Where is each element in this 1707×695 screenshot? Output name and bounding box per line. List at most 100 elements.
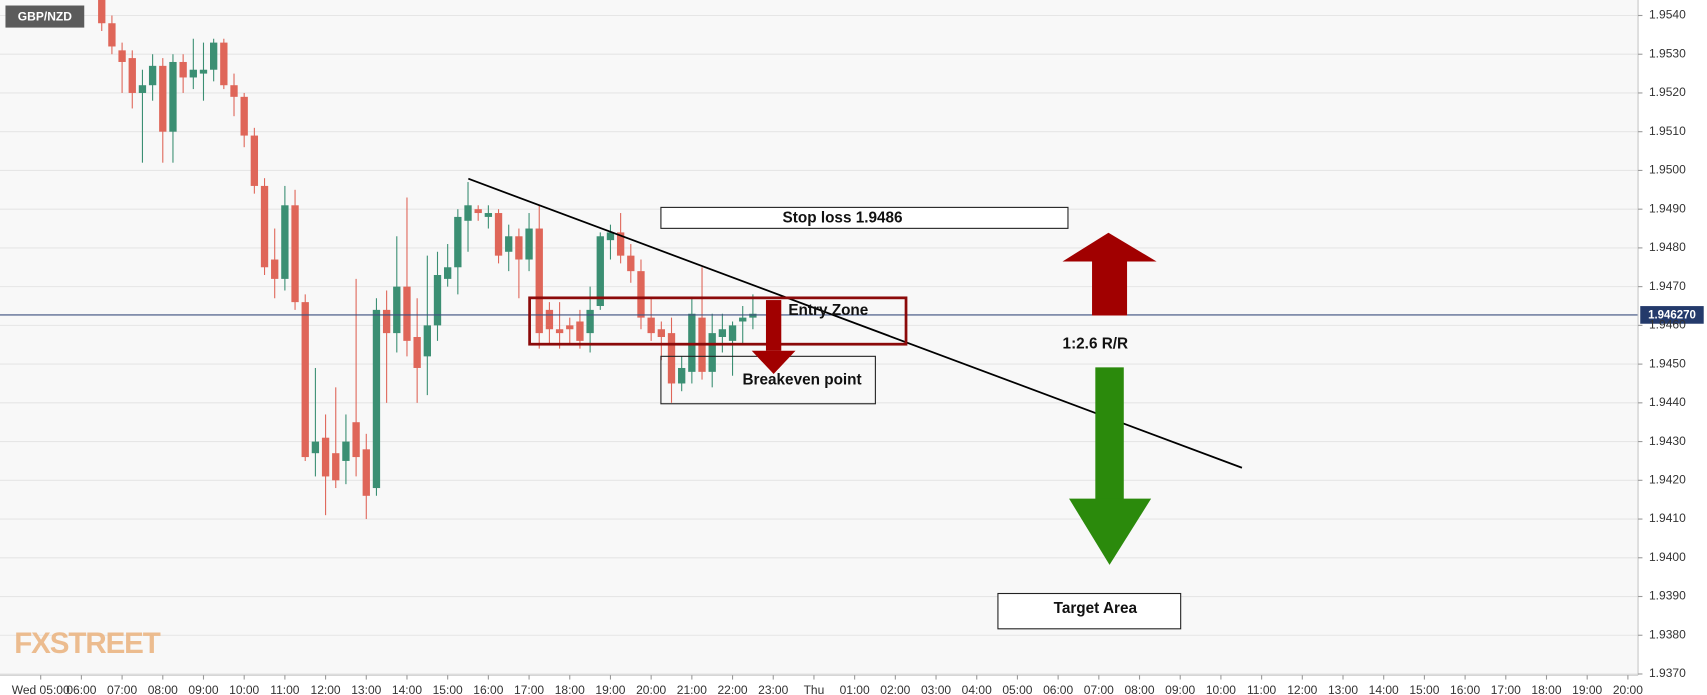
candle-body	[311, 441, 320, 454]
x-tick-label: Thu	[804, 683, 825, 695]
candle-body	[291, 205, 299, 303]
x-tick-label: 07:00	[107, 683, 137, 695]
current-price: 1.946270	[0, 306, 1704, 324]
candle-body	[535, 228, 543, 334]
candle-body	[281, 205, 289, 279]
y-tick-label: 1.9460	[1649, 318, 1686, 332]
candle-body	[718, 329, 727, 337]
y-tick-label: 1.9540	[1649, 8, 1686, 22]
candle-body	[515, 236, 523, 260]
y-tick-label: 1.9450	[1649, 356, 1686, 370]
candle-body	[708, 333, 716, 372]
x-tick-label: 21:00	[677, 683, 707, 695]
candle-body	[616, 232, 625, 256]
arrow-head	[1062, 232, 1157, 262]
stop-loss-label: Stop loss 1.9486	[783, 209, 903, 226]
x-tick-label: 15:00	[433, 683, 463, 695]
y-tick-label: 1.9410	[1649, 511, 1686, 525]
candle-body	[403, 286, 411, 341]
y-tick-label: 1.9370	[1649, 666, 1686, 680]
y-tick-label: 1.9520	[1649, 85, 1686, 99]
candle-body	[382, 309, 391, 334]
candle-body	[230, 85, 238, 97]
candle-body	[332, 453, 340, 481]
x-tick-label: 09:00	[1165, 683, 1195, 695]
candle-body	[749, 313, 757, 318]
x-tick-label: 07:00	[1084, 683, 1114, 695]
candle-body	[209, 42, 218, 70]
x-tick-label: 01:00	[840, 683, 870, 695]
candle-body	[525, 228, 533, 260]
y-tick-label: 1.9530	[1649, 46, 1686, 60]
x-tick-label: 20:00	[1613, 683, 1643, 695]
y-tick-label: 1.9500	[1649, 163, 1686, 177]
x-tick-label: 15:00	[1409, 683, 1439, 695]
arrow-shaft	[1095, 367, 1124, 500]
candle-body	[494, 213, 503, 256]
risk-arrow	[1062, 232, 1157, 316]
candle-body	[352, 422, 360, 458]
candle-body	[148, 65, 157, 86]
candle-body	[362, 449, 370, 496]
candle-body	[596, 236, 604, 307]
candle-body	[657, 329, 665, 337]
x-tick-label: 18:00	[555, 683, 585, 695]
candle-body	[240, 96, 248, 136]
candle-body	[260, 185, 269, 268]
candle-body	[688, 313, 696, 372]
x-tick-label: 16:00	[473, 683, 503, 695]
y-tick-label: 1.9490	[1649, 201, 1686, 215]
candle-body	[566, 325, 574, 330]
entry-zone-box	[528, 296, 908, 346]
candle-body	[159, 65, 167, 132]
candle-body	[637, 271, 645, 318]
candle-body	[118, 50, 126, 62]
x-tick-label: 13:00	[1328, 683, 1358, 695]
x-tick-label: Wed 05:00	[12, 683, 70, 695]
candle-body	[179, 61, 187, 78]
candle-body	[545, 309, 554, 330]
candle-body	[433, 275, 442, 326]
y-tick-label: 1.9420	[1649, 472, 1686, 486]
candle-body	[606, 232, 615, 241]
x-tick-label: 08:00	[1124, 683, 1154, 695]
x-tick-label: 16:00	[1450, 683, 1480, 695]
candle-body	[454, 216, 462, 268]
x-tick-label: 05:00	[1002, 683, 1032, 695]
x-tick-label: 11:00	[1247, 683, 1276, 695]
x-tick-label: 22:00	[717, 683, 747, 695]
arrow-head	[751, 350, 796, 374]
x-tick-label: 06:00	[1043, 683, 1073, 695]
candle-body	[484, 213, 493, 217]
arrow-head	[1069, 498, 1152, 565]
x-tick-label: 10:00	[1206, 683, 1236, 695]
reward-arrow	[1069, 367, 1152, 565]
candle-body	[169, 61, 177, 132]
breakeven-label: Breakeven point	[743, 372, 862, 389]
current-price-badge	[1640, 306, 1704, 324]
candle-body	[728, 325, 737, 341]
entry-zone-label: Entry Zone	[788, 302, 868, 319]
candle-body	[474, 209, 482, 214]
symbol: GBP/NZD	[18, 9, 72, 23]
x-tick-label: 14:00	[392, 683, 422, 695]
arrow-shaft	[1092, 260, 1128, 316]
x-tick-label: 19:00	[595, 683, 625, 695]
y-tick-label: 1.9400	[1649, 550, 1686, 564]
x-tick-label: 14:00	[1369, 683, 1399, 695]
candle-body	[667, 333, 676, 384]
candle-body	[444, 267, 452, 279]
y-tick-label: 1.9390	[1649, 589, 1686, 603]
candle-body	[576, 321, 584, 341]
candle-body	[342, 441, 350, 461]
x-tick-label: 23:00	[758, 683, 788, 695]
symbol-badge	[5, 5, 85, 28]
target-box	[997, 592, 1182, 630]
y-tick-label: 1.9430	[1649, 434, 1686, 448]
plot-area	[0, 0, 1638, 675]
candle-body	[586, 309, 594, 334]
x-tick-label: 18:00	[1531, 683, 1561, 695]
y-tick-label: 1.9480	[1649, 240, 1686, 254]
axes: 1.9540 1.9530 1.9520 1.9510 1.9500 1.9490 1.94…	[12, 8, 1686, 695]
